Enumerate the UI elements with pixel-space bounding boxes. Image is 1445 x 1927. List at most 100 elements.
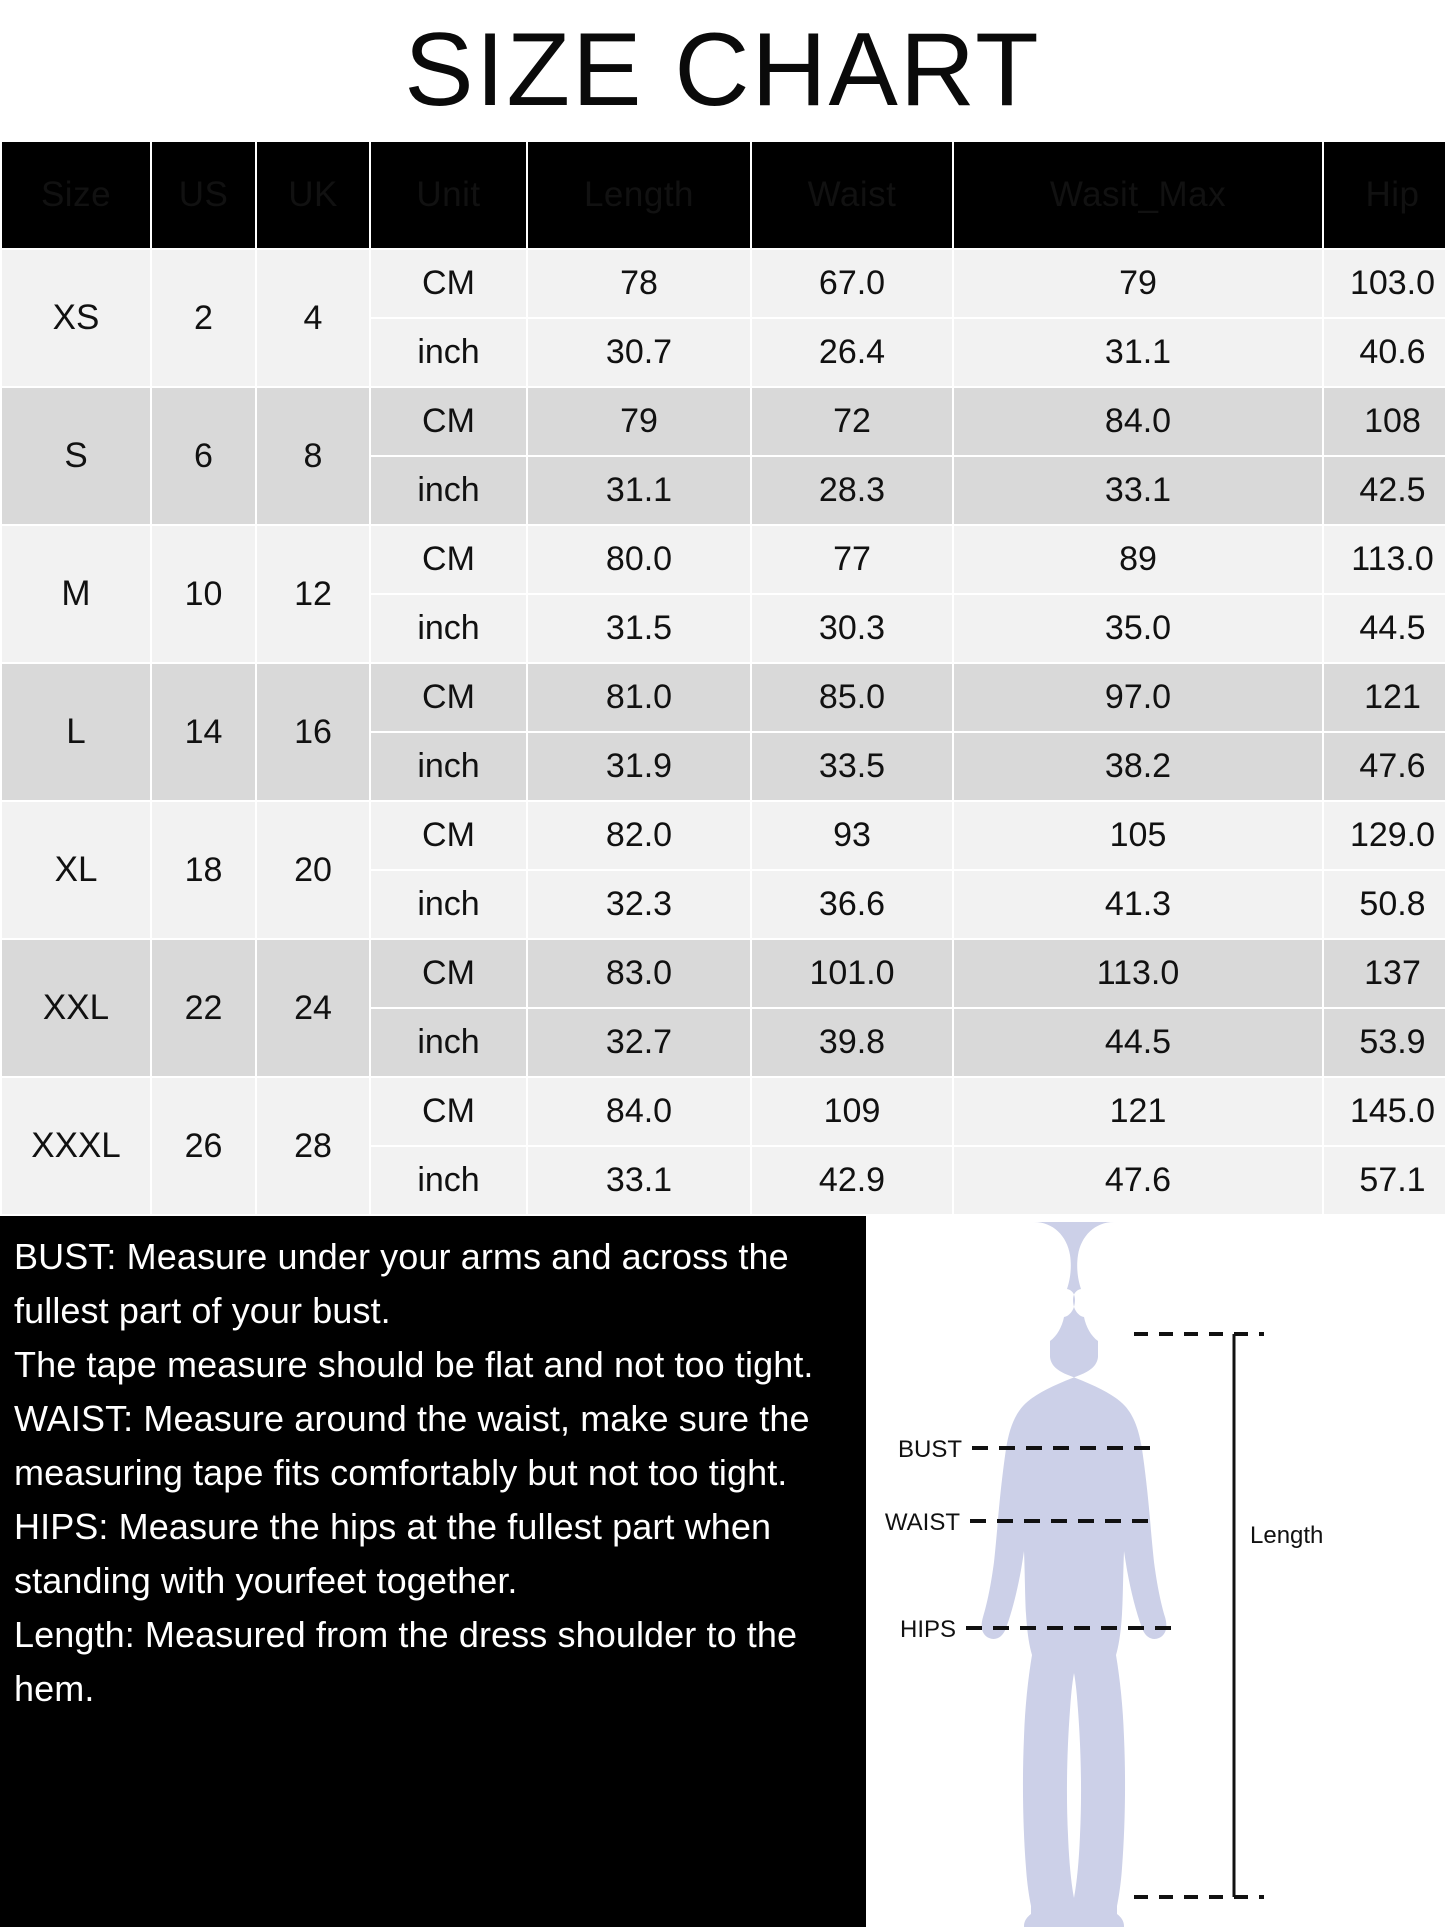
cell-us: 22 (152, 940, 255, 1076)
page-title-container: SIZE CHART (0, 0, 1445, 140)
cell-wasit-max: 84.0 (954, 388, 1322, 455)
note-length: Length: Measured from the dress shoulder… (14, 1614, 798, 1709)
cell-wasit-max: 33.1 (954, 457, 1322, 524)
cell-hip: 44.5 (1324, 595, 1445, 662)
cell-length: 79 (528, 388, 750, 455)
cell-unit: CM (371, 940, 526, 1007)
cell-unit: CM (371, 388, 526, 455)
cell-waist: 36.6 (752, 871, 952, 938)
table-header: Size US UK Unit Length Waist Wasit_Max H… (2, 142, 1445, 248)
table-row: M 10 12 CM 80.0 77 89 113.0 (2, 526, 1445, 662)
cell-unit: inch (371, 871, 526, 938)
note-waist: WAIST: Measure around the waist, make su… (14, 1398, 810, 1493)
cell-length: 32.7 (528, 1009, 750, 1076)
cell-hip: 129.0 (1324, 802, 1445, 869)
cell-length: 32.3 (528, 871, 750, 938)
column-header-length: Length (528, 142, 750, 248)
cell-waist: 26.4 (752, 319, 952, 386)
table-row: L 14 16 CM 81.0 85.0 97.0 121 (2, 664, 1445, 800)
cell-unit: CM (371, 664, 526, 731)
cell-unit: inch (371, 457, 526, 524)
cell-unit: inch (371, 1147, 526, 1214)
cell-size: XXXL (2, 1078, 150, 1214)
cell-hip: 121 (1324, 664, 1445, 731)
cell-wasit-max: 89 (954, 526, 1322, 593)
cell-unit: inch (371, 595, 526, 662)
cell-uk: 28 (257, 1078, 369, 1214)
cell-us: 18 (152, 802, 255, 938)
cell-wasit-max: 31.1 (954, 319, 1322, 386)
cell-uk: 8 (257, 388, 369, 524)
table-row: XS 2 4 CM 78 67.0 79 103.0 (2, 250, 1445, 386)
cell-wasit-max: 113.0 (954, 940, 1322, 1007)
cell-waist: 28.3 (752, 457, 952, 524)
cell-unit: CM (371, 802, 526, 869)
bust-measurement-line: BUST (898, 1436, 1158, 1463)
cell-hip: 40.6 (1324, 319, 1445, 386)
cell-waist: 39.8 (752, 1009, 952, 1076)
table-row: inch 31.9 33.5 38.2 47.6 (2, 733, 1445, 800)
cell-length: 81.0 (528, 664, 750, 731)
column-header-size: Size (2, 142, 150, 248)
cell-length: 84.0 (528, 1078, 750, 1145)
cell-waist: 30.3 (752, 595, 952, 662)
cell-us: 6 (152, 388, 255, 524)
cell-unit: CM (371, 250, 526, 317)
cell-uk: 24 (257, 940, 369, 1076)
cell-unit: CM (371, 1078, 526, 1145)
table-row: XXL 22 24 CM 83.0 101.0 113.0 137 (2, 940, 1445, 1076)
cell-waist: 85.0 (752, 664, 952, 731)
body-silhouette-diagram: BUST WAIST HIPS Length (885, 1222, 1323, 1927)
cell-waist: 77 (752, 526, 952, 593)
cell-length: 31.9 (528, 733, 750, 800)
column-header-waist: Waist (752, 142, 952, 248)
cell-length: 33.1 (528, 1147, 750, 1214)
cell-size: L (2, 664, 150, 800)
cell-wasit-max: 41.3 (954, 871, 1322, 938)
cell-wasit-max: 47.6 (954, 1147, 1322, 1214)
cell-unit: inch (371, 319, 526, 386)
cell-us: 26 (152, 1078, 255, 1214)
hips-measurement-line: HIPS (900, 1616, 1178, 1643)
cell-length: 80.0 (528, 526, 750, 593)
table-row: S 6 8 CM 79 72 84.0 108 (2, 388, 1445, 524)
cell-wasit-max: 44.5 (954, 1009, 1322, 1076)
table-row: XXXL 26 28 CM 84.0 109 121 145.0 (2, 1078, 1445, 1214)
bottom-section: BUST: Measure under your arms and across… (0, 1216, 1445, 1927)
cell-us: 10 (152, 526, 255, 662)
cell-us: 14 (152, 664, 255, 800)
cell-size: S (2, 388, 150, 524)
cell-unit: inch (371, 1009, 526, 1076)
cell-length: 83.0 (528, 940, 750, 1007)
bust-label: BUST (898, 1436, 962, 1463)
cell-size: M (2, 526, 150, 662)
waist-measurement-line: WAIST (885, 1509, 1154, 1536)
cell-waist: 72 (752, 388, 952, 455)
cell-hip: 53.9 (1324, 1009, 1445, 1076)
cell-hip: 42.5 (1324, 457, 1445, 524)
cell-uk: 16 (257, 664, 369, 800)
cell-length: 78 (528, 250, 750, 317)
cell-size: XL (2, 802, 150, 938)
cell-hip: 57.1 (1324, 1147, 1445, 1214)
cell-uk: 12 (257, 526, 369, 662)
waist-label: WAIST (885, 1509, 960, 1536)
table-row: inch 32.3 36.6 41.3 50.8 (2, 871, 1445, 938)
cell-unit: CM (371, 526, 526, 593)
cell-waist: 67.0 (752, 250, 952, 317)
cell-wasit-max: 38.2 (954, 733, 1322, 800)
cell-waist: 101.0 (752, 940, 952, 1007)
table-row: inch 31.1 28.3 33.1 42.5 (2, 457, 1445, 524)
cell-waist: 109 (752, 1078, 952, 1145)
cell-size: XXL (2, 940, 150, 1076)
column-header-wasit-max: Wasit_Max (954, 142, 1322, 248)
cell-us: 2 (152, 250, 255, 386)
table-header-row: Size US UK Unit Length Waist Wasit_Max H… (2, 142, 1445, 248)
cell-wasit-max: 35.0 (954, 595, 1322, 662)
cell-waist: 42.9 (752, 1147, 952, 1214)
column-header-hip: Hip (1324, 142, 1445, 248)
table-row: inch 30.7 26.4 31.1 40.6 (2, 319, 1445, 386)
cell-hip: 108 (1324, 388, 1445, 455)
cell-wasit-max: 97.0 (954, 664, 1322, 731)
